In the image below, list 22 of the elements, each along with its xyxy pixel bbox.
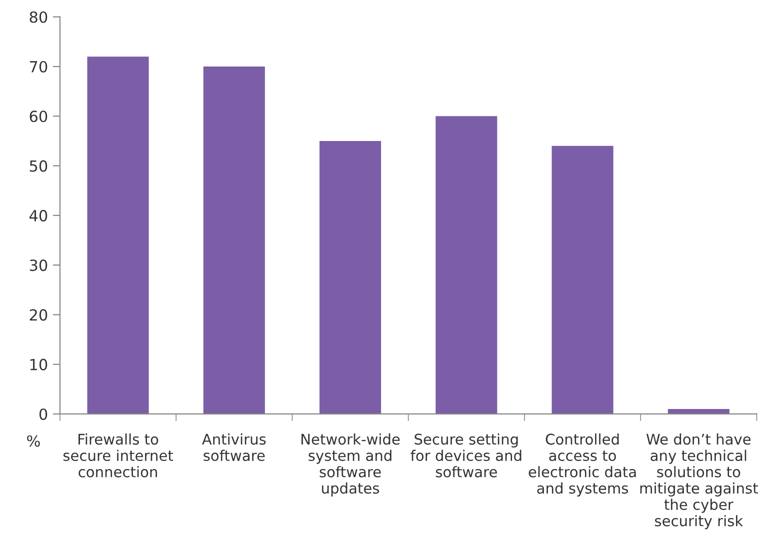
bar — [320, 140, 382, 414]
bar — [668, 409, 730, 414]
bar — [203, 66, 265, 414]
y-tick-label: 0 — [39, 408, 48, 420]
y-tick-label: 60 — [30, 110, 48, 122]
y-axis-title: % — [27, 435, 40, 447]
y-tick-label: 10 — [30, 358, 48, 370]
x-tick-label: Firewalls to secure internet connection — [63, 433, 174, 478]
y-tick-label: 40 — [29, 210, 48, 222]
y-tick-label: 20 — [30, 309, 48, 321]
x-tick-label: Secure setting for devices and software — [410, 433, 522, 478]
bar — [436, 116, 498, 414]
y-tick-label: 50 — [30, 160, 48, 172]
x-tick-label: Antivirus software — [202, 433, 266, 462]
x-tick-label: Controlled access to electronic data and systems — [528, 433, 636, 497]
y-tick-label: 30 — [30, 260, 48, 272]
x-tick-label: We don’t have any technical solutions to mitigate against the cyber security risk — [640, 433, 758, 530]
y-tick-label: 70 — [30, 60, 48, 73]
x-tick-label: Network-wide system and software updates — [302, 433, 400, 497]
bar — [552, 146, 614, 414]
bar — [87, 56, 149, 414]
y-tick-label: 80 — [30, 11, 48, 23]
